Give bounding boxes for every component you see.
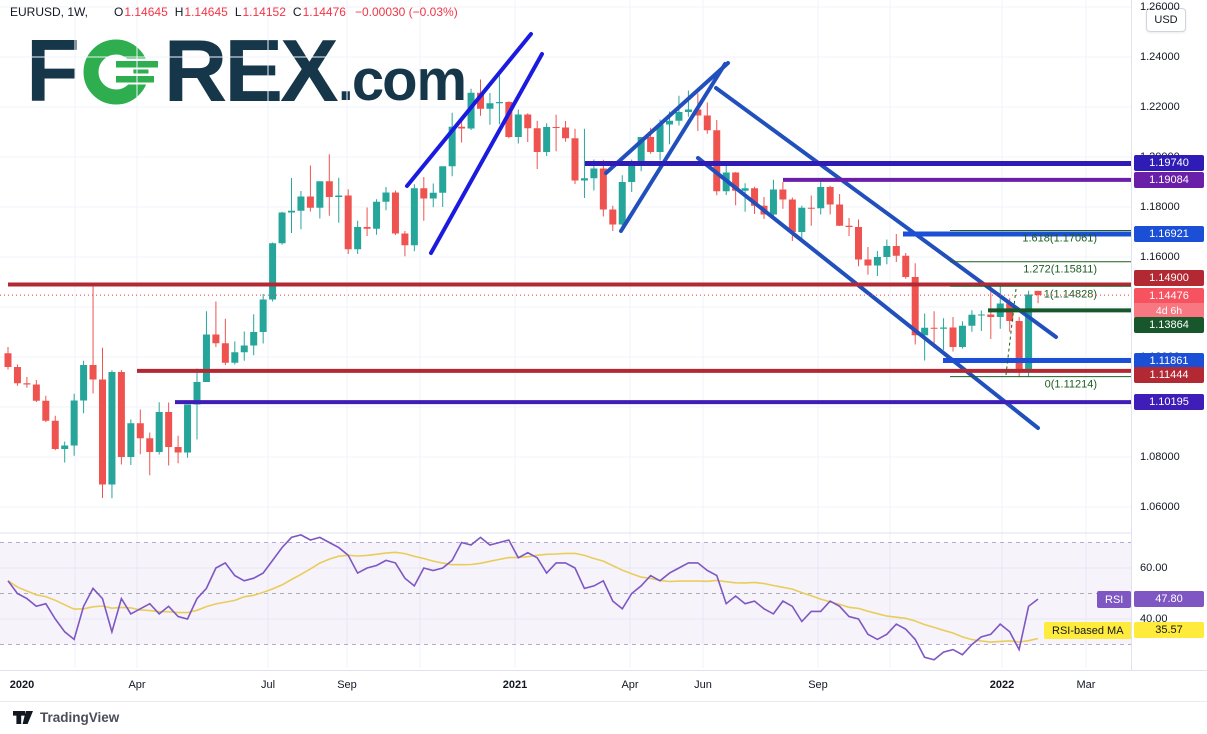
svg-text:1.272(1.15811): 1.272(1.15811) <box>1023 264 1097 276</box>
close-label: C <box>292 5 302 19</box>
symbol-title[interactable]: EURUSD, 1W, <box>10 5 89 19</box>
price-axis[interactable]: USD 1.260001.240001.220001.200001.180001… <box>1131 0 1207 670</box>
price-line-label: 1.11861 <box>1134 353 1204 369</box>
rsi-indicator-label: RSI <box>1097 591 1132 608</box>
watermark-letter-f: F <box>26 21 80 120</box>
price-line-label: 1.19740 <box>1134 155 1204 171</box>
price-axis-tick: 1.08000 <box>1140 451 1180 463</box>
open-value: 1.14645 <box>124 5 168 19</box>
tradingview-logo-icon[interactable] <box>13 710 33 725</box>
chart-legend: EURUSD, 1W, O 1.14645 H 1.14645 L 1.1415… <box>10 5 458 19</box>
high-value: 1.14645 <box>184 5 228 19</box>
price-line-label: 1.16921 <box>1134 226 1204 242</box>
tradingview-brand-text[interactable]: TradingView <box>40 710 120 725</box>
time-axis-label: Sep <box>808 679 828 691</box>
price-line-label: 1.11444 <box>1134 367 1204 383</box>
price-axis-tick: 1.18000 <box>1140 201 1180 213</box>
currency-unit-button[interactable]: USD <box>1146 8 1186 32</box>
current-price-label: 1.14476 4d 6h <box>1134 288 1204 318</box>
time-axis-label: Sep <box>337 679 357 691</box>
watermark-dot-com: .com <box>337 48 467 113</box>
time-axis-label: Jun <box>694 679 712 691</box>
price-line-label: 1.13864 <box>1134 317 1204 333</box>
rsi-ma-indicator-label: RSI-based MA <box>1044 622 1132 639</box>
current-price-value: 1.14476 <box>1149 289 1189 302</box>
svg-text:1.618(1.17061): 1.618(1.17061) <box>1022 232 1097 244</box>
time-axis-label: 2021 <box>502 679 528 691</box>
price-line-label: 1.10195 <box>1134 394 1204 410</box>
bar-countdown: 4d 6h <box>1134 303 1204 318</box>
price-axis-tick: 1.06000 <box>1140 501 1180 513</box>
price-axis-tick: 1.24000 <box>1140 51 1180 63</box>
price-axis-tick: 1.22000 <box>1140 101 1180 113</box>
time-axis-label: Jul <box>260 679 276 691</box>
rsi-axis-tick: 60.00 <box>1140 562 1168 574</box>
svg-text:0(1.11214): 0(1.11214) <box>1045 379 1097 391</box>
svg-text:1(1.14828): 1(1.14828) <box>1044 288 1097 300</box>
watermark-letters-rex: REX <box>163 21 339 120</box>
change-value: −0.00030 (−0.03%) <box>354 5 458 19</box>
time-axis[interactable]: 2020 Apr Jul Sep 2021 Apr Jun Sep 2022 Mar <box>0 670 1207 702</box>
chart-canvas[interactable]: 1.618(1.17061) 1.272(1.15811) 1(1.14828) 0(… <box>0 0 1131 670</box>
time-axis-label: 2020 <box>9 679 35 691</box>
footer-bar: TradingView <box>0 701 1207 734</box>
rsi-ma-value-label: 35.57 <box>1134 622 1204 638</box>
rsi-value-label: 47.80 <box>1134 591 1204 607</box>
time-axis-label: 2022 <box>989 679 1015 691</box>
price-axis-tick: 1.16000 <box>1140 251 1180 263</box>
low-value: 1.14152 <box>242 5 286 19</box>
price-line-label: 1.19084 <box>1134 172 1204 188</box>
price-axis-tick: 1.26000 <box>1140 1 1180 13</box>
price-line-label: 1.14900 <box>1134 270 1204 286</box>
time-axis-label: Apr <box>128 679 146 691</box>
low-label: L <box>234 5 242 19</box>
time-axis-label: Apr <box>621 679 639 691</box>
close-value: 1.14476 <box>302 5 346 19</box>
open-label: O <box>114 5 124 19</box>
high-label: H <box>174 5 184 19</box>
time-axis-label: Mar <box>1076 679 1096 691</box>
